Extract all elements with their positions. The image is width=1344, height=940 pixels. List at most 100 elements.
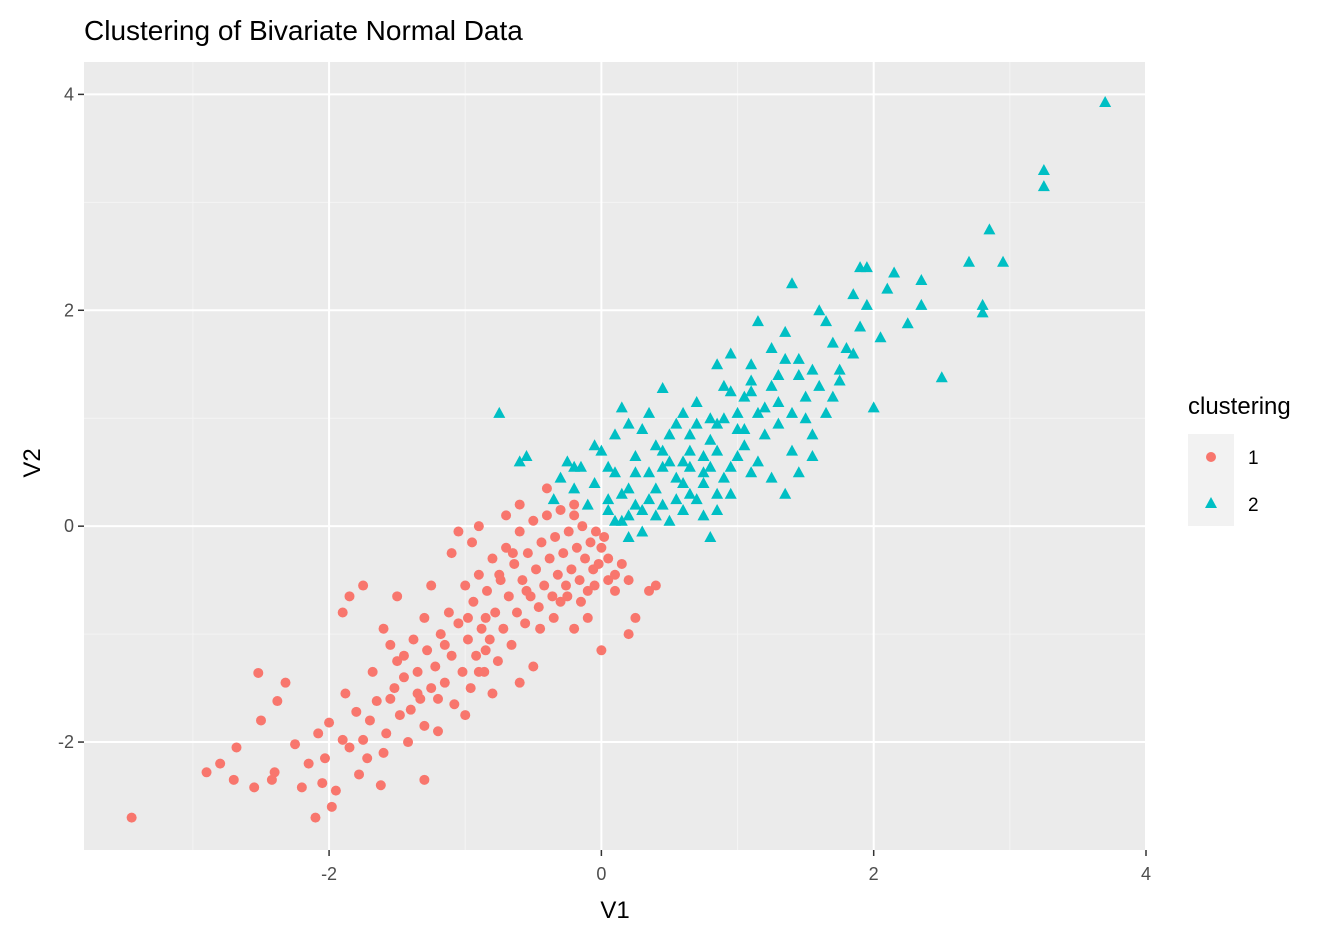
major-gridlines (84, 62, 1147, 850)
series-1-point (590, 526, 601, 537)
series-2-point (636, 503, 649, 515)
series-1-point (405, 704, 416, 715)
series-2-point (717, 471, 730, 483)
series-2-point (568, 460, 581, 472)
series-2-point (983, 223, 996, 235)
series-1-point (310, 812, 321, 823)
series-1-point (569, 499, 580, 510)
series-2-point (915, 298, 928, 310)
y-axis-ticks: -2 0 2 4 (58, 84, 84, 752)
series-2-point (663, 455, 676, 467)
series-1-point (419, 612, 430, 623)
series-2-point (772, 417, 785, 429)
x-tick-label: 0 (596, 864, 606, 884)
series-1-point (215, 758, 226, 769)
series-1-point (253, 667, 264, 678)
legend-label-1: 1 (1248, 448, 1259, 469)
series-1-point (422, 645, 433, 656)
series-1-point (569, 510, 580, 521)
series-2-point (690, 493, 703, 505)
series-2-point (806, 428, 819, 440)
series-2-point (745, 374, 758, 386)
series-2-point (765, 471, 778, 483)
legend-title: clustering (1188, 393, 1291, 420)
series-2-point (724, 385, 737, 397)
x-tick-label: -2 (321, 864, 337, 884)
series-1-point (520, 618, 531, 629)
series-1-point (453, 526, 464, 537)
series-2-point (888, 266, 901, 278)
plot-panel (84, 62, 1146, 850)
series-1-point (511, 607, 522, 618)
series-1-point (535, 623, 546, 634)
series-2-point (677, 476, 690, 488)
legend: clustering 1 2 (1188, 393, 1291, 526)
series-2-point (1099, 95, 1112, 107)
series-2-point (547, 493, 560, 505)
legend-triangle-icon (1205, 497, 1217, 508)
series-2-point (833, 374, 846, 386)
series-2-point (724, 487, 737, 499)
series-2-point (724, 460, 737, 472)
series-1-point (280, 677, 291, 688)
series-2-point (751, 406, 764, 418)
series-2-point (581, 498, 594, 510)
series-1-point (575, 596, 586, 607)
series-2-point (649, 509, 662, 521)
series-2-point (860, 298, 873, 310)
series-1-point (228, 774, 239, 785)
series-1-point (324, 717, 335, 728)
series-2-point (806, 363, 819, 375)
series-1-point (555, 504, 566, 515)
series-1-point (449, 699, 460, 710)
series-2-point (963, 255, 975, 267)
series-1-point (541, 510, 552, 521)
series-1-point (603, 553, 614, 564)
series-2-point (772, 369, 785, 381)
series-1-point (480, 645, 491, 656)
series-1-point (326, 801, 337, 812)
series-1-point (460, 710, 471, 721)
series-2-point (826, 336, 839, 348)
y-axis-title: V2 (19, 448, 46, 477)
series-2-point (820, 406, 833, 418)
series-2-point (874, 331, 887, 343)
series-2-point (663, 514, 676, 526)
series-2-point (820, 315, 833, 327)
series-1-point (457, 666, 468, 677)
series-1-point (514, 499, 525, 510)
series-2-point (724, 347, 737, 359)
y-tick-label: 0 (64, 516, 74, 536)
legend-label-2: 2 (1248, 495, 1259, 516)
series-2-point (847, 288, 860, 300)
series-1-point (433, 726, 443, 737)
series-2-point (976, 298, 989, 310)
series-1-point (574, 575, 585, 586)
series-2-point (847, 347, 860, 359)
series-1-point (378, 623, 389, 634)
series-1-point (269, 767, 280, 778)
series-1-point (610, 585, 620, 596)
series-2-point (602, 493, 615, 505)
series-1-point (403, 737, 414, 748)
series-1-point (650, 580, 661, 591)
series-1-point (473, 521, 484, 532)
x-axis-title: V1 (600, 897, 629, 924)
series-1-point (550, 531, 561, 542)
series-2-point (717, 379, 730, 391)
series-1-point (266, 774, 277, 785)
series-2-point (629, 450, 642, 461)
series-1-point (476, 623, 487, 634)
series-1-point (571, 542, 582, 553)
series-1-point (480, 612, 491, 623)
series-1-point (468, 596, 479, 607)
series-2-point (717, 412, 730, 424)
series-2-point (683, 487, 696, 499)
series-1-point (517, 575, 528, 586)
series-1-point (482, 585, 493, 596)
series-1-point (610, 569, 620, 580)
series-2-point (738, 390, 751, 402)
series-1-point (460, 580, 471, 591)
series-2-point (649, 439, 662, 451)
series-1-point (603, 575, 614, 586)
